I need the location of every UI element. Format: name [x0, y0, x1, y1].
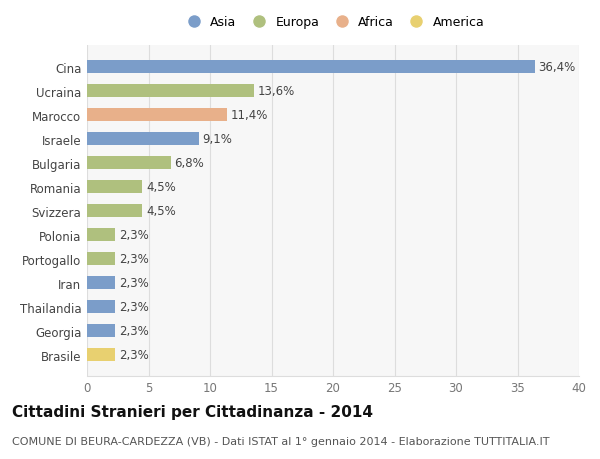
Text: 2,3%: 2,3% — [119, 252, 149, 265]
Bar — [87, 276, 115, 290]
Text: 6,8%: 6,8% — [175, 157, 204, 170]
Text: 2,3%: 2,3% — [119, 300, 149, 313]
Text: 11,4%: 11,4% — [231, 109, 268, 122]
Legend: Asia, Europa, Africa, America: Asia, Europa, Africa, America — [178, 12, 488, 33]
Bar — [87, 252, 115, 266]
Bar — [87, 181, 142, 194]
Text: 36,4%: 36,4% — [538, 61, 575, 74]
Bar — [87, 229, 115, 241]
Text: 13,6%: 13,6% — [258, 85, 295, 98]
Text: 9,1%: 9,1% — [203, 133, 232, 146]
Bar — [87, 324, 115, 337]
Text: 2,3%: 2,3% — [119, 276, 149, 290]
Text: 4,5%: 4,5% — [146, 181, 176, 194]
Text: 4,5%: 4,5% — [146, 205, 176, 218]
Text: 2,3%: 2,3% — [119, 348, 149, 361]
Bar — [87, 85, 254, 98]
Text: Cittadini Stranieri per Cittadinanza - 2014: Cittadini Stranieri per Cittadinanza - 2… — [12, 404, 373, 419]
Bar — [87, 109, 227, 122]
Bar — [87, 348, 115, 361]
Text: 2,3%: 2,3% — [119, 325, 149, 337]
Bar — [87, 157, 170, 170]
Text: 2,3%: 2,3% — [119, 229, 149, 241]
Bar — [87, 61, 535, 74]
Bar — [87, 205, 142, 218]
Text: COMUNE DI BEURA-CARDEZZA (VB) - Dati ISTAT al 1° gennaio 2014 - Elaborazione TUT: COMUNE DI BEURA-CARDEZZA (VB) - Dati IST… — [12, 436, 550, 446]
Bar — [87, 300, 115, 313]
Bar — [87, 133, 199, 146]
